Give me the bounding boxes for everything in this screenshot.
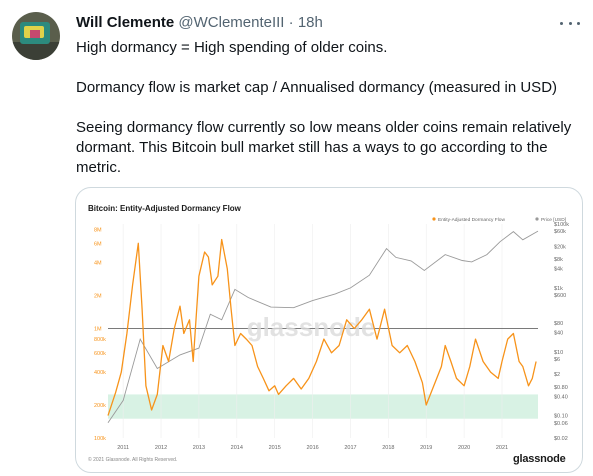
y-right-tick-label: $40 (554, 331, 563, 337)
y-right-tick-label: $10 (554, 350, 563, 356)
author-handle[interactable]: @WClementeIII (178, 14, 285, 31)
tweet-header: Will Clemente @WClementeIII · 18h (76, 13, 323, 33)
y-right-tick-label: $8k (554, 257, 563, 263)
y-left-tick-label: 6M (94, 241, 102, 247)
y-right-tick-label: $4k (554, 267, 563, 273)
more-options-icon[interactable] (560, 16, 580, 30)
y-right-tick-label: $0.40 (554, 394, 568, 400)
x-tick-label: 2011 (117, 445, 129, 451)
tweet-text-line-1: High dormancy = High spending of older c… (76, 39, 388, 56)
glassnode-brand: glassnode (513, 453, 566, 465)
y-left-tick-label: 4M (94, 261, 102, 267)
y-right-tick-label: $600 (554, 293, 566, 299)
y-right-tick-label: $0.06 (554, 421, 568, 427)
timestamp[interactable]: 18h (297, 14, 323, 31)
y-right-tick-label: $60k (554, 229, 566, 235)
x-tick-label: 2020 (458, 445, 470, 451)
y-right-tick-label: $1k (554, 286, 563, 292)
x-tick-label: 2014 (231, 445, 243, 451)
copyright-notice: © 2021 Glassnode. All Rights Reserved. (88, 457, 178, 463)
legend-swatch-price (535, 217, 539, 221)
y-right-tick-label: $100k (554, 222, 569, 228)
x-tick-label: 2012 (155, 445, 167, 451)
y-left-tick-label: 200k (94, 403, 106, 409)
legend-label-price: Price [USD] (541, 217, 566, 223)
x-tick-label: 2021 (496, 445, 508, 451)
y-right-tick-label: $6 (554, 357, 560, 363)
x-tick-label: 2016 (306, 445, 318, 451)
author-name[interactable]: Will Clemente (76, 14, 175, 31)
avatar[interactable] (12, 12, 60, 60)
x-tick-label: 2018 (382, 445, 394, 451)
x-tick-label: 2015 (269, 445, 281, 451)
y-right-tick-label: $2 (554, 372, 560, 378)
y-left-tick-label: 2M (94, 294, 102, 300)
chart-image-card[interactable]: Bitcoin: Entity-Adjusted Dormancy Flow g… (75, 187, 583, 473)
chart-watermark: glassnode (247, 312, 376, 342)
y-left-tick-label: 8M (94, 228, 102, 234)
legend-swatch-dormancy (432, 217, 436, 221)
tweet-text-line-3: Seeing dormancy flow currently so low me… (76, 119, 572, 176)
legend-label-dormancy: Entity-Adjusted Dormancy Flow (438, 217, 505, 223)
x-tick-label: 2019 (420, 445, 432, 451)
y-right-tick-label: $0.80 (554, 385, 568, 391)
y-right-tick-label: $20k (554, 244, 566, 250)
y-right-tick-label: $0.10 (554, 414, 568, 420)
price-series-line (107, 230, 539, 424)
tweet-text-line-2: Dormancy flow is market cap / Annualised… (76, 79, 558, 96)
y-left-tick-label: 800k (94, 337, 106, 343)
y-left-tick-label: 100k (94, 436, 106, 442)
x-tick-label: 2013 (193, 445, 205, 451)
dormancy-flow-series-line (107, 238, 537, 416)
chart-title: Bitcoin: Entity-Adjusted Dormancy Flow (88, 204, 241, 213)
y-right-tick-label: $80 (554, 321, 563, 327)
y-right-tick-label: $0.02 (554, 436, 568, 442)
low-dormancy-band (108, 394, 538, 419)
x-tick-label: 2017 (344, 445, 356, 451)
y-left-tick-label: 1M (94, 326, 102, 332)
dormancy-flow-chart: glassnode 2011 2012 2013 2014 2015 2016 2017 201… (94, 217, 569, 451)
separator-dot: · (288, 14, 294, 31)
y-left-tick-label: 600k (94, 351, 106, 357)
y-left-tick-label: 400k (94, 370, 106, 376)
